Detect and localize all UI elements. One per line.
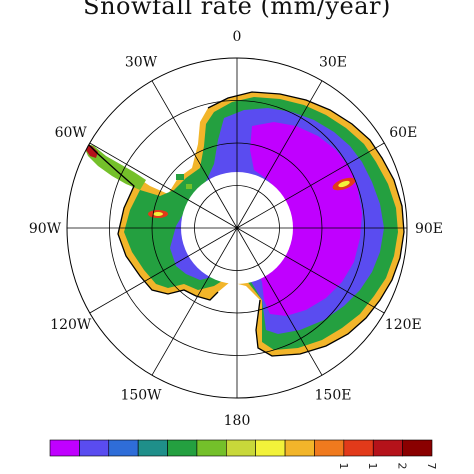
- colorbar-swatch: [49, 439, 80, 457]
- longitude-label: 90E: [415, 221, 443, 237]
- meridian-line: [89, 227, 238, 314]
- meridian-line: [236, 227, 323, 376]
- colorbar-label: 7: [425, 463, 438, 470]
- longitude-label: 60E: [389, 125, 417, 141]
- longitude-label: 30W: [125, 55, 158, 71]
- ice-shelf-fragment: [186, 184, 192, 189]
- colorbar-swatch: [372, 439, 403, 457]
- meridian-line: [151, 227, 238, 376]
- longitude-label: 120W: [50, 317, 92, 333]
- map-border: [66, 57, 408, 399]
- graticule: [67, 58, 407, 398]
- colorbar-swatch: [402, 439, 433, 457]
- longitude-labels: 0 30E 60E 90E 120E 150E 180 150W 120W 90W 60W 30W: [29, 29, 443, 429]
- longitude-label: 0: [233, 29, 242, 45]
- colorbar-swatch: [137, 439, 168, 457]
- longitude-label: 90W: [29, 221, 62, 237]
- longitude-label: 60W: [55, 125, 88, 141]
- colorbar-swatch: [79, 439, 110, 457]
- colorbar-swatch: [343, 439, 374, 457]
- colorbar-swatch: [284, 439, 315, 457]
- colorbar: 1 1 2 7: [49, 439, 438, 470]
- longitude-label: 120E: [385, 317, 422, 333]
- colorbar-swatch: [167, 439, 198, 457]
- map-title: Snowfall rate (mm/year): [83, 0, 391, 20]
- snowfall-field: [82, 91, 405, 357]
- colorbar-label: 1: [337, 463, 350, 470]
- interior-magenta-zone: [250, 122, 362, 316]
- colorbar-label: 1: [366, 463, 379, 470]
- longitude-label: 30E: [319, 55, 347, 71]
- ice-shelf-fragment: [176, 174, 184, 180]
- meridian-line: [236, 142, 385, 229]
- longitude-label: 180: [224, 413, 251, 429]
- colorbar-swatch: [196, 439, 227, 457]
- meridian-line: [89, 142, 238, 229]
- hotspot-90w-core: [153, 212, 163, 216]
- colorbar-swatch: [226, 439, 256, 457]
- colorbar-swatch: [255, 439, 286, 457]
- meridian-line: [236, 227, 385, 314]
- longitude-label: 150W: [120, 387, 162, 403]
- meridian-line: [236, 80, 323, 229]
- hotspot-60e-core: [338, 180, 350, 188]
- meridian-line: [151, 80, 238, 229]
- coastline: [83, 91, 405, 357]
- colorbar-label: 2: [396, 463, 409, 470]
- longitude-label: 150E: [315, 387, 352, 403]
- colorbar-swatch: [314, 439, 345, 457]
- colorbar-swatch: [108, 439, 139, 457]
